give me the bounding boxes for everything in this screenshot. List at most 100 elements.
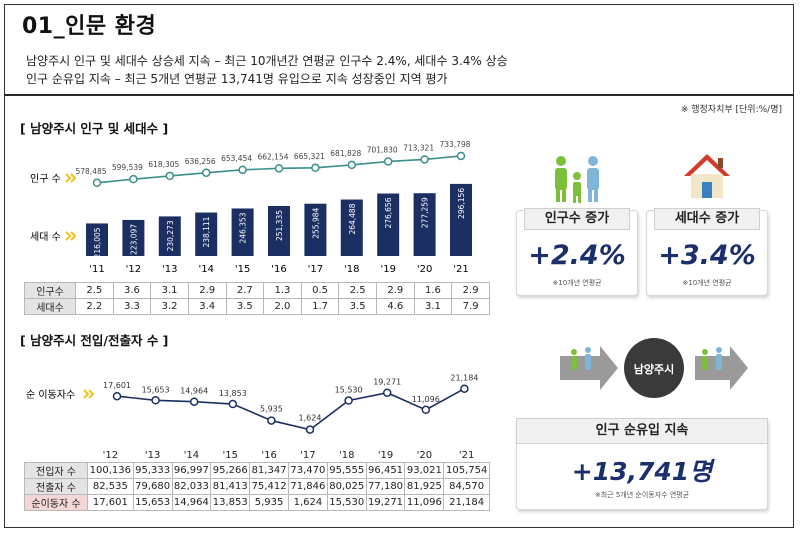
household-bar [377, 193, 400, 256]
table-cell: 95,555 [326, 462, 367, 479]
population-point [201, 168, 211, 178]
table-cell: 13,853 [210, 494, 251, 511]
net-migration-point [421, 405, 431, 415]
net-migration-label: 13,853 [219, 389, 247, 398]
net-migration-point [344, 396, 353, 405]
population-label: 636,256 [185, 157, 216, 166]
net-migration-label: 21,184 [450, 374, 478, 383]
table-cell: 21,184 [443, 494, 490, 511]
population-growth-note: ※10개년 연평균 [552, 279, 602, 287]
table-row: 인구수 2.5 3.6 3.1 2.9 2.7 1.3 0.5 2.5 2.9 1.6 2.9 [24, 282, 490, 299]
table-cell: 3.1 [413, 298, 453, 315]
table-cell: 81,413 [210, 478, 251, 495]
table-cell: 82,033 [171, 478, 212, 495]
table-cell: 95,266 [210, 462, 251, 479]
x-tick-label: '13 [162, 264, 177, 275]
net-migration-label: 17,601 [103, 381, 131, 390]
x-tick-label: '16 [271, 264, 286, 275]
household-bar [122, 219, 145, 256]
table-cell: 105,754 [443, 462, 490, 479]
net-migration-line [116, 388, 465, 431]
population-point [311, 163, 320, 173]
table-cell: 2.5 [338, 282, 377, 299]
net-migration-label: 15,653 [142, 385, 170, 394]
household-bar [340, 199, 363, 256]
section1-title: [ 남양주시 인구 및 세대수 ] [20, 121, 169, 136]
table-cell: 2.9 [451, 282, 490, 299]
x-tick-label: '11 [89, 264, 104, 275]
net-migration-point [305, 425, 315, 434]
table-cell: 3.5 [225, 298, 265, 315]
population-label: 733,798 [439, 140, 470, 149]
table-col-header: '18 [338, 449, 355, 461]
table-cell: 1.6 [413, 282, 453, 299]
population-point [383, 157, 393, 166]
net-migration-chart: 순 이동자수 17,601 15,653 14,964 13,853 5,935 1,624… [26, 374, 478, 434]
table-col-header: '17 [300, 449, 316, 461]
population-label: 681,828 [330, 149, 361, 158]
table-cell: 82,535 [87, 478, 134, 495]
net-migration-point [382, 388, 392, 397]
household-label: 276,656 [384, 197, 393, 228]
table-col-header: '19 [377, 449, 394, 461]
table-cell: 11,096 [404, 494, 445, 511]
net-migration-point [460, 384, 469, 393]
inflow-value: +13,741명 [571, 457, 713, 486]
x-tick-label: '12 [126, 264, 141, 275]
table-cell: 17,601 [87, 494, 134, 511]
house-icon [684, 154, 730, 198]
table-cell: 2.2 [75, 298, 114, 315]
household-growth-note: ※10개년 연평균 [682, 279, 732, 287]
unit-note: ※ 행정자치부 [단위:%/명] [680, 105, 782, 115]
net-migration-label: 5,935 [260, 405, 283, 414]
table-col-header: '14 [183, 449, 200, 461]
household-bar [268, 206, 290, 256]
population-people-icon [555, 156, 599, 203]
table-col-header: '16 [261, 449, 277, 461]
population-point [129, 174, 138, 184]
table-row: 세대수 2.2 3.3 3.2 3.4 3.5 2.0 1.7 3.5 4.6 3.1 7.9 [24, 298, 490, 315]
table-cell: 3.6 [112, 282, 152, 299]
household-bar [304, 203, 327, 256]
net-migration-label: 1,624 [299, 414, 322, 423]
household-bar [86, 223, 108, 256]
table-col-header: '21 [458, 449, 475, 461]
table-row-header: 전입자 수 [24, 462, 88, 479]
table-cell: 0.5 [300, 282, 340, 299]
x-tick-label: '14 [198, 264, 213, 275]
net-migration-point [151, 396, 160, 405]
table-cell: 3.1 [150, 282, 189, 299]
legend-population: 인구 수 [30, 173, 61, 185]
inflow-head: 인구 순유입 지속 [516, 418, 768, 444]
table-cell: 2.9 [376, 282, 415, 299]
table-cell: 3.2 [150, 298, 189, 315]
table-cell: 2.0 [263, 298, 302, 315]
table-cell: 75,412 [249, 478, 289, 495]
household-growth-value: +3.4% [658, 240, 756, 271]
population-label: 701,830 [367, 145, 398, 154]
population-point [165, 171, 175, 181]
section2-title: [ 남양주시 전입/전출자 수 ] [20, 333, 169, 348]
net-migration-label: 11,096 [412, 395, 440, 404]
table-cell: 84,570 [443, 478, 490, 495]
table-cell: 81,347 [249, 462, 289, 479]
population-label: 662,154 [257, 152, 288, 161]
table-row: 순이동자 수 17,601 15,653 14,964 13,853 5,935 1,624… [24, 494, 490, 511]
population-point [274, 164, 284, 173]
page-title: 01_인문 환경 [22, 14, 157, 39]
table-cell: 96,451 [365, 462, 406, 479]
page-frame [4, 4, 794, 528]
table-cell: 93,021 [404, 462, 445, 479]
population-label: 599,539 [112, 163, 143, 172]
net-migration-label: 19,271 [373, 378, 401, 387]
table-cell: 100,136 [87, 462, 134, 479]
table-cell: 81,925 [404, 478, 445, 495]
net-migration-point [267, 416, 276, 425]
table-row: 전출자 수 82,535 79,680 82,033 81,413 75,412 71,84… [24, 478, 490, 495]
population-growth-value: +2.4% [528, 240, 626, 271]
household-label: 216,005 [93, 227, 102, 258]
household-label: 277,259 [421, 197, 430, 228]
table-col-header: '12 [102, 449, 119, 461]
household-label: 246,353 [239, 212, 248, 243]
table-cell: 96,997 [171, 462, 212, 479]
